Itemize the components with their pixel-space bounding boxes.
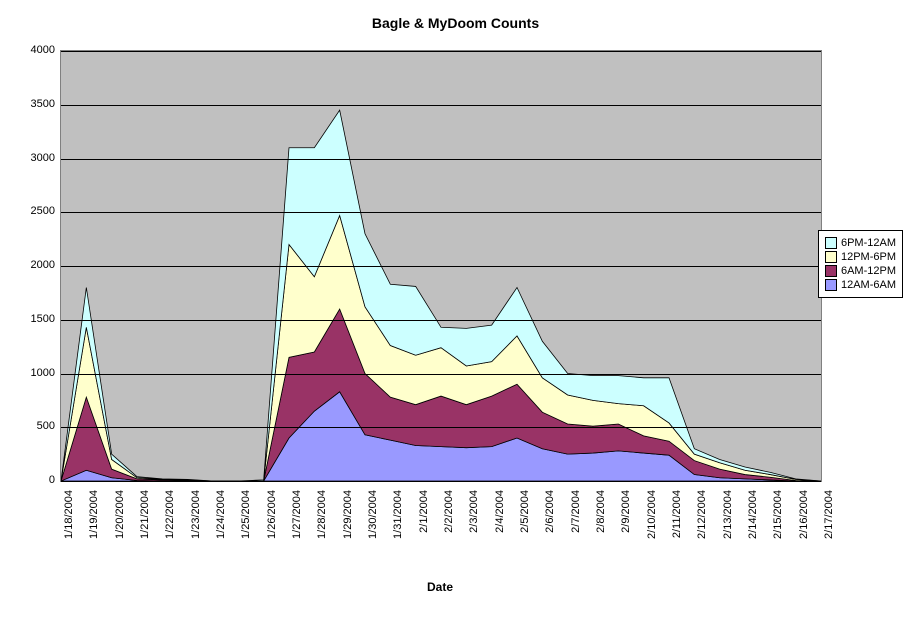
x-tick-label: 2/10/2004 bbox=[646, 490, 658, 539]
x-tick-label: 1/26/2004 bbox=[266, 490, 278, 539]
x-tick-label: 2/17/2004 bbox=[823, 490, 835, 539]
y-tick-label: 2500 bbox=[20, 205, 55, 217]
chart-title: Bagle & MyDoom Counts bbox=[0, 0, 911, 31]
x-tick-label: 2/13/2004 bbox=[722, 490, 734, 539]
gridline bbox=[61, 212, 821, 213]
gridline bbox=[61, 320, 821, 321]
gridline bbox=[61, 427, 821, 428]
gridline bbox=[61, 374, 821, 375]
x-tick-label: 2/2/2004 bbox=[443, 490, 455, 533]
x-tick-label: 1/21/2004 bbox=[139, 490, 151, 539]
x-axis: 1/18/2004 1/19/2004 1/20/2004 1/21/2004 1/22… bbox=[60, 485, 820, 565]
x-tick-label: 2/1/2004 bbox=[418, 490, 430, 533]
x-tick-label: 1/22/2004 bbox=[164, 490, 176, 539]
gridline bbox=[61, 481, 821, 482]
x-tick-label: 2/16/2004 bbox=[798, 490, 810, 539]
x-tick-label: 1/29/2004 bbox=[342, 490, 354, 539]
legend-item: 12PM-6PM bbox=[825, 251, 896, 263]
gridline bbox=[61, 105, 821, 106]
x-tick-label: 2/5/2004 bbox=[519, 490, 531, 533]
x-tick-label: 2/4/2004 bbox=[494, 490, 506, 533]
x-tick-label: 2/14/2004 bbox=[747, 490, 759, 539]
legend-item: 6PM-12AM bbox=[825, 237, 896, 249]
x-tick-label: 1/28/2004 bbox=[316, 490, 328, 539]
legend-label: 6AM-12PM bbox=[841, 265, 896, 277]
y-tick-label: 3000 bbox=[20, 152, 55, 164]
gridline bbox=[61, 266, 821, 267]
x-tick-label: 2/9/2004 bbox=[620, 490, 632, 533]
x-tick-label: 2/6/2004 bbox=[544, 490, 556, 533]
x-tick-label: 1/18/2004 bbox=[63, 490, 75, 539]
y-tick-label: 4000 bbox=[20, 44, 55, 56]
legend-item: 12AM-6AM bbox=[825, 279, 896, 291]
chart-container bbox=[60, 50, 820, 480]
legend-label: 12PM-6PM bbox=[841, 251, 896, 263]
y-tick-label: 2000 bbox=[20, 259, 55, 271]
y-axis: 05001000150020002500300035004000 bbox=[20, 50, 60, 480]
x-tick-label: 2/11/2004 bbox=[671, 490, 683, 538]
x-tick-label: 2/12/2004 bbox=[696, 490, 708, 539]
legend-label: 6PM-12AM bbox=[841, 237, 896, 249]
y-tick-label: 500 bbox=[20, 420, 55, 432]
x-tick-label: 2/8/2004 bbox=[595, 490, 607, 533]
y-tick-label: 3500 bbox=[20, 98, 55, 110]
x-tick-label: 2/3/2004 bbox=[468, 490, 480, 533]
legend: 6PM-12AM 12PM-6PM 6AM-12PM 12AM-6AM bbox=[818, 230, 903, 298]
legend-item: 6AM-12PM bbox=[825, 265, 896, 277]
x-tick-label: 1/24/2004 bbox=[215, 490, 227, 539]
x-tick-label: 1/19/2004 bbox=[88, 490, 100, 539]
legend-swatch bbox=[825, 279, 837, 291]
y-tick-label: 1500 bbox=[20, 313, 55, 325]
y-tick-label: 1000 bbox=[20, 367, 55, 379]
legend-swatch bbox=[825, 251, 837, 263]
x-tick-label: 1/31/2004 bbox=[392, 490, 404, 539]
gridline bbox=[61, 51, 821, 52]
x-tick-label: 1/27/2004 bbox=[291, 490, 303, 539]
x-tick-label: 1/20/2004 bbox=[114, 490, 126, 539]
legend-swatch bbox=[825, 265, 837, 277]
legend-label: 12AM-6AM bbox=[841, 279, 896, 291]
x-tick-label: 1/25/2004 bbox=[240, 490, 252, 539]
y-tick-label: 0 bbox=[20, 474, 55, 486]
x-tick-label: 2/15/2004 bbox=[772, 490, 784, 539]
gridline bbox=[61, 159, 821, 160]
legend-swatch bbox=[825, 237, 837, 249]
x-tick-label: 1/23/2004 bbox=[190, 490, 202, 539]
plot-area bbox=[60, 50, 822, 482]
x-tick-label: 1/30/2004 bbox=[367, 490, 379, 539]
x-axis-label: Date bbox=[60, 580, 820, 594]
x-tick-label: 2/7/2004 bbox=[570, 490, 582, 533]
